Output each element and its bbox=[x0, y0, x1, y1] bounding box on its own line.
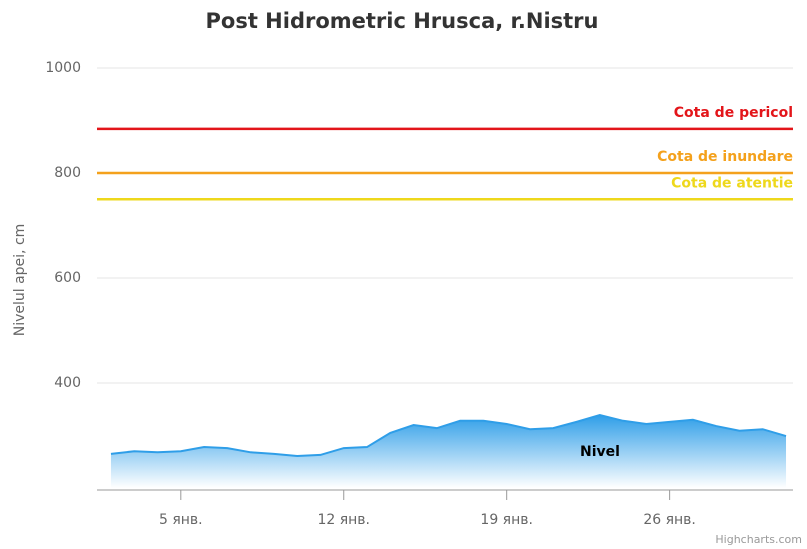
plot-line-label: Cota de inundare bbox=[657, 149, 793, 165]
chart-title: Post Hidrometric Hrusca, r.Nistru bbox=[206, 9, 599, 33]
credits: Highcharts.com bbox=[715, 533, 802, 546]
y-tick-label: 400 bbox=[54, 375, 81, 391]
x-tick-label: 19 янв. bbox=[480, 512, 533, 528]
area bbox=[110, 415, 787, 488]
y-tick-label: 1000 bbox=[45, 60, 81, 76]
x-tick-label: 5 янв. bbox=[159, 512, 203, 528]
y-axis-title: Nivelul apei, cm bbox=[12, 224, 28, 337]
y-tick-label: 600 bbox=[54, 270, 81, 286]
x-tick-label: 26 янв. bbox=[643, 512, 696, 528]
plot-line-label: Cota de pericol bbox=[674, 105, 793, 121]
y-tick-label: 800 bbox=[54, 165, 81, 181]
plot-line-label: Cota de atentie bbox=[671, 175, 793, 191]
x-tick-label: 12 янв. bbox=[317, 512, 370, 528]
series-label: Nivel bbox=[580, 444, 620, 460]
area-line bbox=[110, 413, 787, 457]
